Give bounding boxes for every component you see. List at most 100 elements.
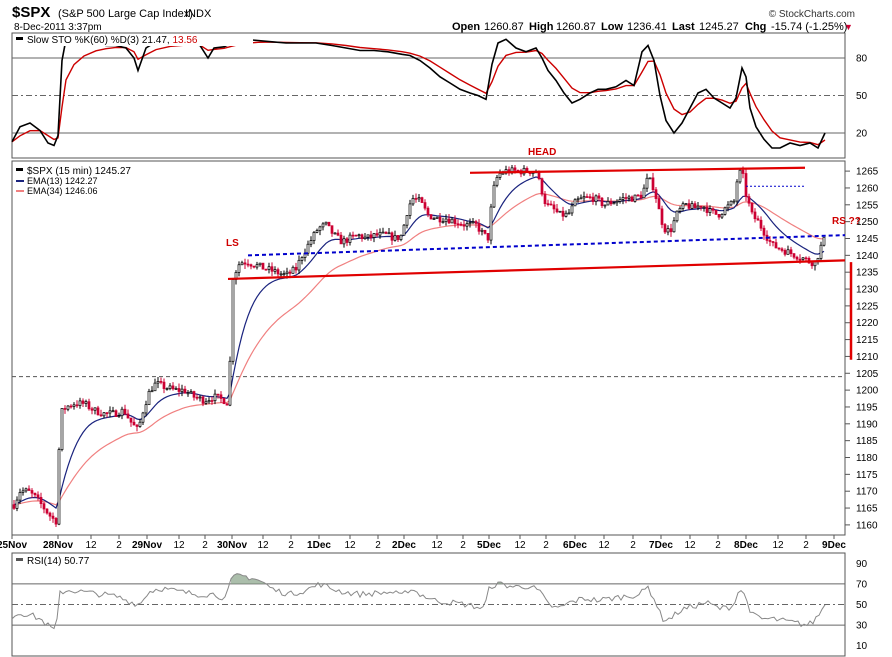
candle-body <box>276 269 280 275</box>
x-axis-label: 2 <box>116 540 122 551</box>
candle-body <box>135 424 139 427</box>
candle-body <box>615 201 619 204</box>
candle-body <box>363 236 367 240</box>
price-tick-label: 1165 <box>856 504 878 515</box>
candle-body <box>657 198 661 210</box>
candle-body <box>123 408 127 415</box>
price-tick-label: 1255 <box>856 200 879 211</box>
candle-body <box>306 243 310 254</box>
candle-body <box>684 203 688 205</box>
chart-date: 8-Dec-2011 3:37pm <box>14 22 102 33</box>
price-tick-label: 1260 <box>856 183 879 194</box>
candle-body <box>108 410 112 414</box>
x-axis-label: 12 <box>431 540 443 551</box>
candle-body <box>12 504 16 509</box>
x-axis-label: 12 <box>684 540 696 551</box>
price-legend-swatch <box>16 168 23 171</box>
candle-body <box>495 177 499 186</box>
candle-body <box>384 231 388 234</box>
candle-body <box>285 271 289 275</box>
candle-body <box>624 197 628 199</box>
candle-body <box>744 173 748 197</box>
candle-body <box>372 233 376 238</box>
candle-body <box>600 197 604 207</box>
candle-body <box>90 408 94 411</box>
candle-body <box>696 205 700 209</box>
candle-body <box>309 240 313 245</box>
candle-body <box>669 228 673 233</box>
candle-body <box>558 210 562 213</box>
last-value: 1245.27 <box>699 21 739 33</box>
candle-body <box>651 177 655 191</box>
candle-body <box>138 421 142 427</box>
candle-body <box>423 202 427 209</box>
candle-body <box>546 203 550 206</box>
candle-body <box>249 264 253 267</box>
x-axis-label: 2 <box>202 540 208 551</box>
candle-body <box>42 503 46 510</box>
candle-body <box>606 201 610 206</box>
candle-body <box>96 407 100 416</box>
x-axis-label: 2 <box>630 540 636 551</box>
candle-body <box>660 208 664 225</box>
candle-body <box>153 382 157 392</box>
sto-level-label: 20 <box>856 129 868 140</box>
candle-body <box>321 223 325 228</box>
candle-body <box>747 196 751 204</box>
candle-body <box>804 257 808 260</box>
rsi-legend-swatch <box>16 558 23 561</box>
x-axis-label: 8Dec <box>734 540 758 551</box>
candle-body <box>789 249 793 255</box>
candle-body <box>420 197 424 203</box>
open-label: Open <box>452 21 480 33</box>
x-axis-label: 25Nov <box>0 540 27 551</box>
candle-body <box>720 214 724 218</box>
exchange: INDX <box>185 8 212 20</box>
x-axis-label: 12 <box>344 540 356 551</box>
candle-body <box>78 400 82 406</box>
candle-body <box>576 198 580 201</box>
candle-body <box>354 234 358 237</box>
candle-body <box>468 222 472 225</box>
head-annotation: HEAD <box>528 147 556 158</box>
candle-body <box>21 490 25 493</box>
candle-body <box>750 202 754 213</box>
candle-body <box>483 229 487 234</box>
candle-body <box>144 404 148 414</box>
candle-body <box>294 266 298 271</box>
candle-body <box>561 210 565 217</box>
ls-annotation: LS <box>226 238 239 249</box>
x-axis-label: 2 <box>288 540 294 551</box>
candle-body <box>39 496 43 505</box>
last-label: Last <box>672 21 695 33</box>
x-axis-label: 6Dec <box>563 540 587 551</box>
candle-body <box>315 230 319 233</box>
rsi-overbought-fill <box>231 573 267 584</box>
price-tick-label: 1230 <box>856 285 879 296</box>
price-tick-label: 1175 <box>856 470 878 481</box>
neckline <box>247 234 846 257</box>
sto-legend-bg <box>13 34 253 46</box>
candle-body <box>120 408 124 417</box>
candle-body <box>759 219 763 229</box>
candle-body <box>459 223 463 226</box>
price-tick-label: 1190 <box>856 419 878 430</box>
candle-body <box>288 271 292 274</box>
candle-body <box>405 215 409 226</box>
sto-legend-swatch <box>16 37 23 40</box>
candle-body <box>48 512 52 517</box>
candle-body <box>438 216 442 223</box>
candle-body <box>603 204 607 207</box>
chg-label: Chg <box>745 21 766 33</box>
candle-body <box>366 234 370 238</box>
candle-body <box>381 231 385 234</box>
candle-body <box>264 268 268 271</box>
candle-body <box>552 204 556 210</box>
candle-body <box>729 200 733 206</box>
sto-legend: Slow STO %K(60) %D(3) 21.47, 13.56 <box>27 35 198 46</box>
down-arrow-icon: ▼ <box>844 22 853 32</box>
price-tick-label: 1235 <box>856 268 879 279</box>
candle-body <box>417 197 421 200</box>
candle-body <box>693 203 697 209</box>
candle-body <box>591 196 595 202</box>
